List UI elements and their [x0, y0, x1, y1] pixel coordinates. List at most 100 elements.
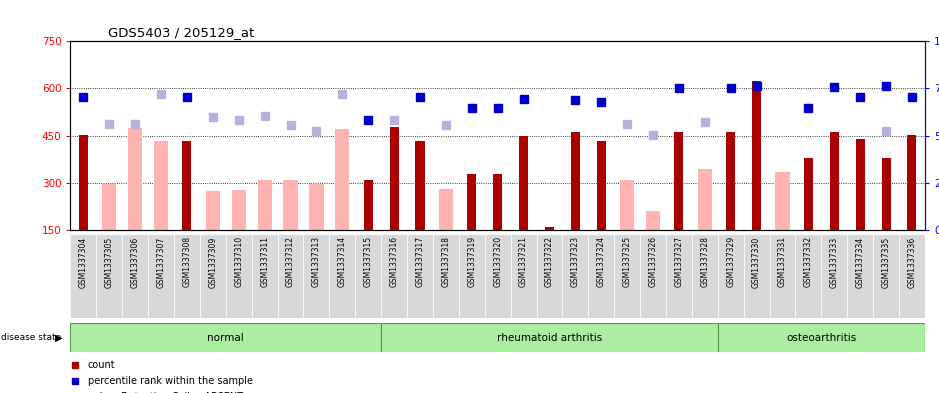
Text: GSM1337306: GSM1337306 — [131, 236, 140, 288]
Text: GSM1337335: GSM1337335 — [882, 236, 890, 288]
Bar — [70, 234, 97, 318]
Text: GSM1337331: GSM1337331 — [778, 236, 787, 288]
Bar — [102, 184, 116, 230]
Text: GSM1337321: GSM1337321 — [519, 236, 528, 287]
Text: GSM1337322: GSM1337322 — [545, 236, 554, 287]
Bar — [873, 234, 899, 318]
Text: GSM1337323: GSM1337323 — [571, 236, 580, 288]
Text: normal: normal — [208, 332, 244, 343]
Bar — [355, 234, 381, 318]
Text: rheumatoid arthritis: rheumatoid arthritis — [497, 332, 602, 343]
Bar — [128, 128, 143, 230]
Text: GSM1337316: GSM1337316 — [390, 236, 398, 288]
Bar — [70, 323, 381, 352]
Text: GSM1337315: GSM1337315 — [363, 236, 373, 288]
Bar — [284, 180, 298, 230]
Bar — [335, 129, 349, 230]
Text: GSM1337324: GSM1337324 — [597, 236, 606, 288]
Text: osteoarthritis: osteoarthritis — [786, 332, 856, 343]
Bar — [804, 158, 813, 230]
Bar — [795, 234, 822, 318]
Bar — [620, 180, 634, 230]
Bar — [363, 180, 373, 230]
Bar — [640, 234, 666, 318]
Bar — [485, 234, 511, 318]
Bar — [468, 174, 476, 230]
Bar — [278, 234, 303, 318]
Text: GSM1337326: GSM1337326 — [649, 236, 657, 288]
Bar — [698, 169, 712, 230]
Bar — [744, 234, 770, 318]
Text: GSM1337332: GSM1337332 — [804, 236, 813, 288]
Bar — [390, 127, 399, 230]
Bar — [407, 234, 433, 318]
Bar — [459, 234, 485, 318]
Text: GSM1337308: GSM1337308 — [182, 236, 192, 288]
Bar — [511, 234, 536, 318]
Bar — [182, 141, 192, 230]
Bar — [545, 227, 554, 230]
Text: GSM1337320: GSM1337320 — [493, 236, 502, 288]
Bar — [776, 172, 790, 230]
Bar — [415, 141, 424, 230]
Bar — [770, 234, 795, 318]
Text: GSM1337304: GSM1337304 — [79, 236, 88, 288]
Text: value, Detection Call = ABSENT: value, Detection Call = ABSENT — [87, 392, 242, 393]
Bar — [847, 234, 873, 318]
Text: GSM1337309: GSM1337309 — [208, 236, 217, 288]
Text: GSM1337305: GSM1337305 — [105, 236, 114, 288]
Text: GSM1337319: GSM1337319 — [468, 236, 476, 288]
Bar — [899, 234, 925, 318]
Bar — [174, 234, 200, 318]
Bar — [154, 141, 168, 230]
Bar — [252, 234, 278, 318]
Bar — [571, 132, 580, 230]
Bar — [614, 234, 640, 318]
Bar — [519, 136, 528, 230]
Bar — [439, 189, 453, 230]
Bar — [79, 135, 88, 230]
Bar — [381, 323, 717, 352]
Bar — [200, 234, 225, 318]
Bar — [309, 184, 324, 230]
Text: GSM1337313: GSM1337313 — [312, 236, 321, 288]
Bar — [882, 158, 890, 230]
Bar — [692, 234, 717, 318]
Text: GSM1337317: GSM1337317 — [415, 236, 424, 288]
Text: GSM1337318: GSM1337318 — [441, 236, 451, 287]
Bar — [206, 191, 220, 230]
Bar — [330, 234, 355, 318]
Bar — [674, 132, 684, 230]
Text: GSM1337329: GSM1337329 — [726, 236, 735, 288]
Bar — [726, 132, 735, 230]
Bar — [666, 234, 692, 318]
Text: GSM1337333: GSM1337333 — [830, 236, 839, 288]
Bar — [232, 190, 246, 230]
Text: GSM1337311: GSM1337311 — [260, 236, 269, 287]
Text: GSM1337314: GSM1337314 — [338, 236, 346, 288]
Text: GSM1337328: GSM1337328 — [700, 236, 709, 287]
Bar — [717, 234, 744, 318]
Text: GSM1337310: GSM1337310 — [234, 236, 243, 288]
Bar — [907, 135, 916, 230]
Bar — [225, 234, 252, 318]
Bar — [536, 234, 562, 318]
Text: GSM1337325: GSM1337325 — [623, 236, 632, 288]
Bar — [433, 234, 459, 318]
Bar — [646, 211, 660, 230]
Bar — [303, 234, 330, 318]
Bar — [830, 132, 839, 230]
Text: GSM1337334: GSM1337334 — [855, 236, 865, 288]
Bar — [589, 234, 614, 318]
Bar — [562, 234, 589, 318]
Text: GSM1337336: GSM1337336 — [907, 236, 916, 288]
Bar — [752, 81, 762, 230]
Text: percentile rank within the sample: percentile rank within the sample — [87, 376, 253, 386]
Bar — [855, 139, 865, 230]
Text: GDS5403 / 205129_at: GDS5403 / 205129_at — [108, 26, 254, 39]
Text: GSM1337312: GSM1337312 — [286, 236, 295, 287]
Bar — [596, 141, 606, 230]
Text: GSM1337327: GSM1337327 — [674, 236, 684, 288]
Bar — [381, 234, 407, 318]
Bar — [122, 234, 148, 318]
